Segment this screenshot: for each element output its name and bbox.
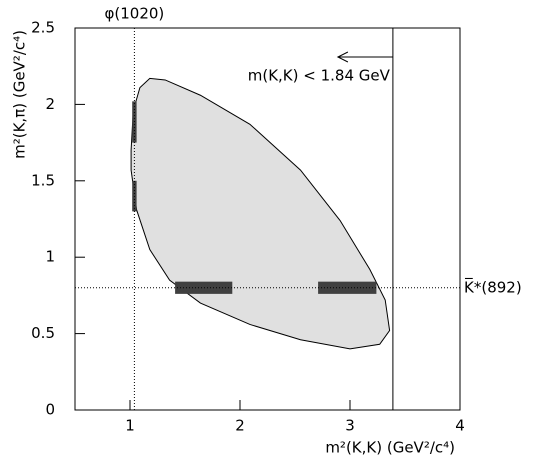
y-tick-label: 1	[45, 248, 55, 266]
y-tick-label: 2	[45, 95, 55, 113]
reference-label: K̅*(892)	[464, 278, 522, 297]
dalitz-boundary	[130, 77, 391, 350]
reference-label: m(K,K) < 1.84 GeV	[248, 67, 391, 85]
x-tick-label: 1	[125, 417, 135, 435]
x-tick-label: 4	[455, 417, 465, 435]
y-tick-label: 0.5	[31, 324, 55, 342]
reference-label: φ(1020)	[105, 5, 165, 23]
arrow-head	[336, 51, 349, 63]
y-tick-label: 0	[45, 401, 55, 419]
x-tick-label: 2	[235, 417, 245, 435]
plot-frame	[74, 27, 461, 411]
band	[318, 281, 377, 294]
band	[175, 281, 233, 294]
y-tick-label: 1.5	[31, 171, 55, 189]
x-tick-label: 3	[345, 417, 355, 435]
y-tick-label: 2.5	[31, 19, 55, 37]
y-axis-label: m²(K,π) (GeV²/c⁴)	[11, 30, 29, 159]
x-axis-label: m²(K,K) (GeV²/c⁴)	[325, 439, 455, 457]
